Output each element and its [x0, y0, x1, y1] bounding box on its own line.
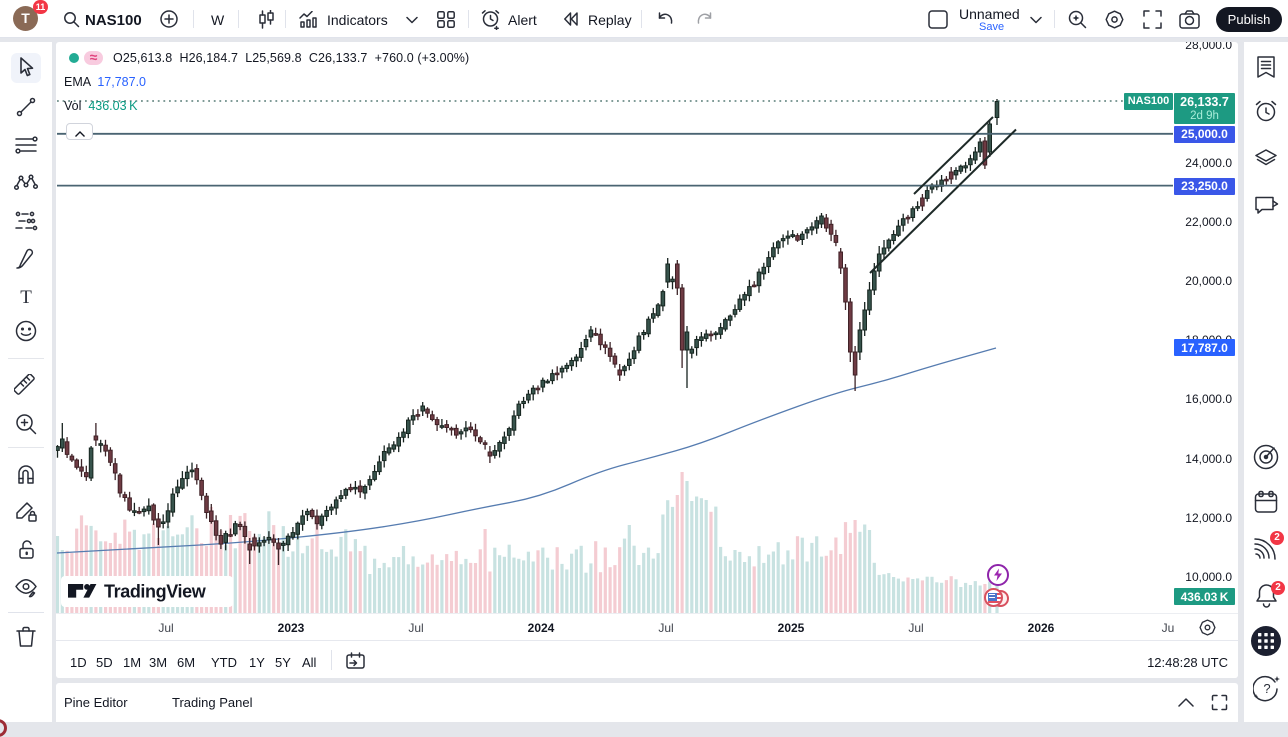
svg-text:TradingView: TradingView — [104, 582, 207, 602]
svg-text:T: T — [20, 287, 32, 308]
svg-text:?: ? — [1263, 681, 1270, 696]
